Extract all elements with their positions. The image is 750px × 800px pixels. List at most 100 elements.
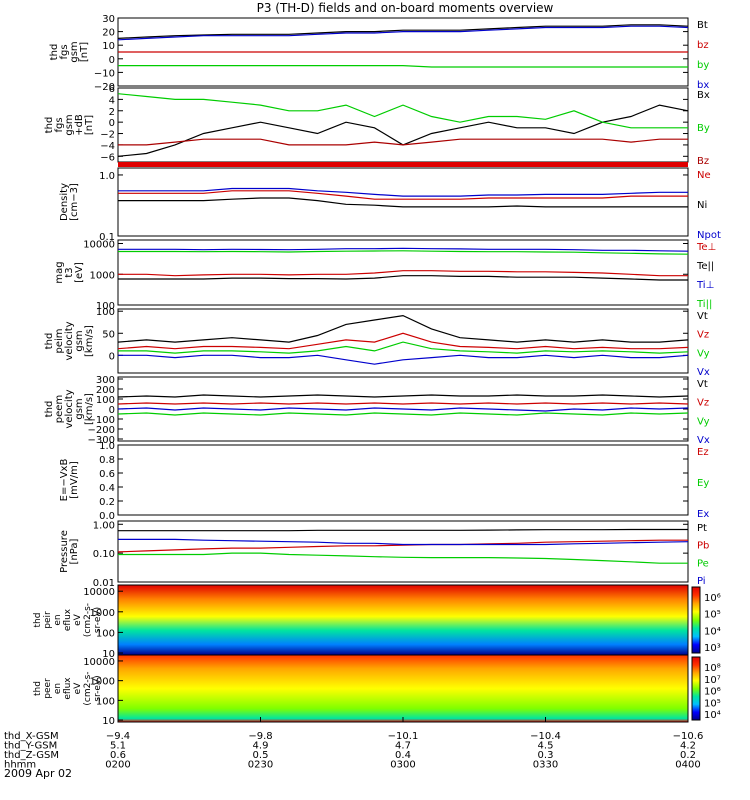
legend-label: Vx xyxy=(697,435,710,446)
series-line-ti xyxy=(118,247,689,252)
y-axis-label: thd xyxy=(33,613,43,628)
legend-label: Ex xyxy=(697,509,709,520)
legend-label: Ez xyxy=(697,447,709,458)
x-tick-label: 0330 xyxy=(533,760,558,771)
y-axis-label: E=−VxB xyxy=(59,459,70,502)
y-tick-label: 10000 xyxy=(83,587,115,598)
legend-label: Pi xyxy=(697,576,706,587)
legend-label: Pt xyxy=(697,523,707,534)
y-axis-label: gsm xyxy=(74,330,85,351)
panel-0: 30 20 10 0 −10 −20 thd fgs gsm [nT] Bt bz by bx xyxy=(49,14,709,93)
y-tick-label: 10000 xyxy=(83,240,115,251)
x-tick-label: −9.8 xyxy=(248,731,272,742)
series-line-vy xyxy=(118,341,689,354)
spectrogram-image xyxy=(117,584,689,656)
x-tick-label: 5.1 xyxy=(110,741,126,752)
legend-label: Vz xyxy=(697,330,709,341)
y-tick-label: 0.10 xyxy=(93,549,115,560)
legend-label: bz xyxy=(697,40,709,51)
colorbar-tick-label: 10⁷ xyxy=(704,675,721,686)
y-axis-label: thd xyxy=(44,401,55,418)
y-axis-label: peer xyxy=(43,678,53,699)
y-axis-label: eflux xyxy=(63,608,73,631)
y-tick-label: 0.4 xyxy=(99,483,115,494)
y-tick-label: 0 xyxy=(109,351,115,362)
spectrogram-image xyxy=(117,654,689,723)
panel-frame xyxy=(117,308,689,374)
y-axis-label: (cm2-s- xyxy=(83,603,93,637)
legend-label: Vt xyxy=(697,379,708,390)
y-axis-label: eV xyxy=(73,613,83,626)
y-tick-label: −6 xyxy=(100,152,115,163)
y-tick-label: 100 xyxy=(96,395,115,406)
y-axis-label: t3 xyxy=(64,267,75,277)
y-axis-label: velocity xyxy=(64,389,75,428)
y-axis-label: [cm−3] xyxy=(69,183,80,221)
y-tick-label: −200 xyxy=(88,425,115,436)
x-row-label: thd_X-GSM xyxy=(4,731,59,742)
y-tick-label: 0.8 xyxy=(99,455,115,466)
x-axis-labels: thd_X-GSM −9.4 −9.8 −10.1 −10.4 −10.6 thd_Y-GS… xyxy=(4,717,703,771)
y-axis-label: [km/s] xyxy=(84,393,95,425)
y-axis-label: peem xyxy=(54,395,65,423)
y-axis-label: [nPa] xyxy=(69,538,80,564)
x-tick-label: 0.2 xyxy=(680,750,696,761)
y-tick-label: 0.1 xyxy=(99,232,115,243)
x-tick-label: 0.3 xyxy=(538,750,554,761)
legend-label: Vy xyxy=(697,416,710,427)
colorbar-tick-label: 10⁵ xyxy=(704,610,721,621)
series-line-vy xyxy=(117,412,689,416)
y-axis-label: en xyxy=(53,683,63,694)
legend-label: Bt xyxy=(697,20,708,31)
y-axis-label: [eV] xyxy=(74,262,85,283)
colorbar-tick-label: 10⁴ xyxy=(704,710,721,721)
colorbar-tick-label: 10³ xyxy=(704,643,721,654)
legend-label: Bz xyxy=(697,156,709,167)
x-tick-label: −10.4 xyxy=(530,731,561,742)
series-line-vz xyxy=(117,402,689,405)
y-axis-label: eflux xyxy=(63,677,73,700)
y-axis-label: thd xyxy=(33,681,43,696)
y-tick-label: 10000 xyxy=(83,657,115,668)
y-axis-label: Density xyxy=(59,183,70,221)
y-tick-label: 0 xyxy=(109,405,115,416)
x-tick-label: 0230 xyxy=(248,760,273,771)
date-label: 2009 Apr 02 xyxy=(4,767,72,780)
series-line-vz xyxy=(117,332,689,350)
series-line-vt xyxy=(117,314,689,343)
y-tick-label: 100 xyxy=(96,696,115,707)
legend-label: Te|| xyxy=(696,261,714,272)
y-axis-label: thd xyxy=(44,117,55,134)
x-tick-label: 0.4 xyxy=(395,750,411,761)
y-tick-label: −2 xyxy=(100,130,115,141)
y-tick-label: 100 xyxy=(96,307,115,318)
y-axis-label: gsm xyxy=(64,114,75,135)
y-axis-label: (cm2-s- xyxy=(83,671,93,705)
colorbar-tick-label: 10⁸ xyxy=(704,663,721,674)
series-line-by xyxy=(118,64,688,68)
y-axis-label: gsm xyxy=(74,398,85,419)
y-axis-label: thd xyxy=(49,44,60,61)
y-tick-label: 0 xyxy=(109,55,115,66)
y-axis-label: gsm xyxy=(69,41,80,62)
y-axis-label: [nT] xyxy=(84,115,95,135)
series-line-pe xyxy=(118,552,688,564)
x-tick-label: 4.2 xyxy=(680,741,696,752)
series-line-vx xyxy=(118,354,689,365)
series-line-ni xyxy=(118,197,688,208)
legend-label: bx xyxy=(697,80,709,91)
x-tick-label: −10.6 xyxy=(673,731,704,742)
y-tick-label: 50 xyxy=(102,329,115,340)
x-tick-label: 0200 xyxy=(105,760,130,771)
panel-frame xyxy=(117,167,689,237)
panel-frame xyxy=(117,444,689,516)
legend-label: by xyxy=(697,60,709,71)
legend-label: Ti|| xyxy=(696,299,712,310)
y-tick-label: 1000 xyxy=(90,270,115,281)
y-tick-label: 4 xyxy=(109,95,115,106)
panel-3: 10000 1000 100 mag t3 [eV] Te⊥ Te|| Ti⊥ Ti|| xyxy=(54,239,716,312)
y-tick-label: −10 xyxy=(94,68,115,79)
